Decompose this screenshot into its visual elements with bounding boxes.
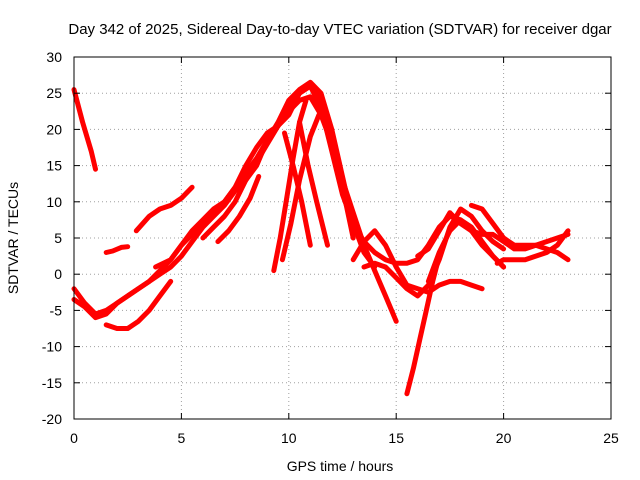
series-line-s11 — [279, 112, 335, 263]
x-tick-labels: 0 5 10 15 20 25 — [70, 430, 619, 446]
x-tick-label: 10 — [281, 430, 297, 446]
series-line-s20 — [494, 228, 571, 266]
x-tick-label: 20 — [496, 430, 512, 446]
y-tick-label: -5 — [50, 302, 63, 318]
series-line-s9 — [215, 174, 262, 245]
series-line-s3 — [71, 83, 356, 321]
series-line-s5 — [103, 244, 131, 255]
axis-ticks — [73, 56, 612, 420]
chart-title: Day 342 of 2025, Sidereal Day-to-day VTE… — [68, 21, 611, 38]
grid-lines — [74, 57, 611, 419]
x-tick-label: 5 — [178, 430, 186, 446]
y-tick-label: 0 — [54, 266, 62, 282]
series-line-s7 — [153, 79, 378, 270]
series-line-s14 — [350, 228, 485, 295]
series-line-s19 — [468, 202, 571, 248]
y-tick-labels: -20 -15 -10 -5 0 5 10 15 20 25 30 — [42, 49, 62, 427]
series-line-s17 — [425, 217, 507, 284]
y-tick-label: 10 — [46, 194, 62, 210]
y-tick-label: 30 — [46, 49, 62, 65]
series-line-s13 — [297, 119, 330, 248]
series-layer — [71, 79, 571, 397]
series-line-s1 — [71, 87, 98, 172]
y-tick-label: 20 — [46, 121, 62, 137]
x-tick-label: 0 — [70, 430, 78, 446]
series-line-s16 — [404, 253, 442, 397]
y-tick-label: 15 — [46, 158, 62, 174]
x-tick-label: 15 — [388, 430, 404, 446]
y-tick-label: -10 — [42, 339, 62, 355]
series-line-s12 — [282, 130, 313, 248]
series-line-s6 — [133, 184, 195, 234]
x-tick-label: 25 — [603, 430, 619, 446]
series-line-s4 — [103, 278, 174, 331]
y-tick-label: 25 — [46, 85, 62, 101]
y-tick-label: -20 — [42, 411, 62, 427]
series-line-s10 — [271, 97, 309, 274]
y-tick-label: -15 — [42, 375, 62, 391]
y-tick-label: 5 — [54, 230, 62, 246]
series-line-s18 — [415, 210, 571, 263]
x-axis-label: GPS time / hours — [287, 458, 394, 474]
y-axis-label: SDTVAR / TECUs — [5, 182, 21, 294]
